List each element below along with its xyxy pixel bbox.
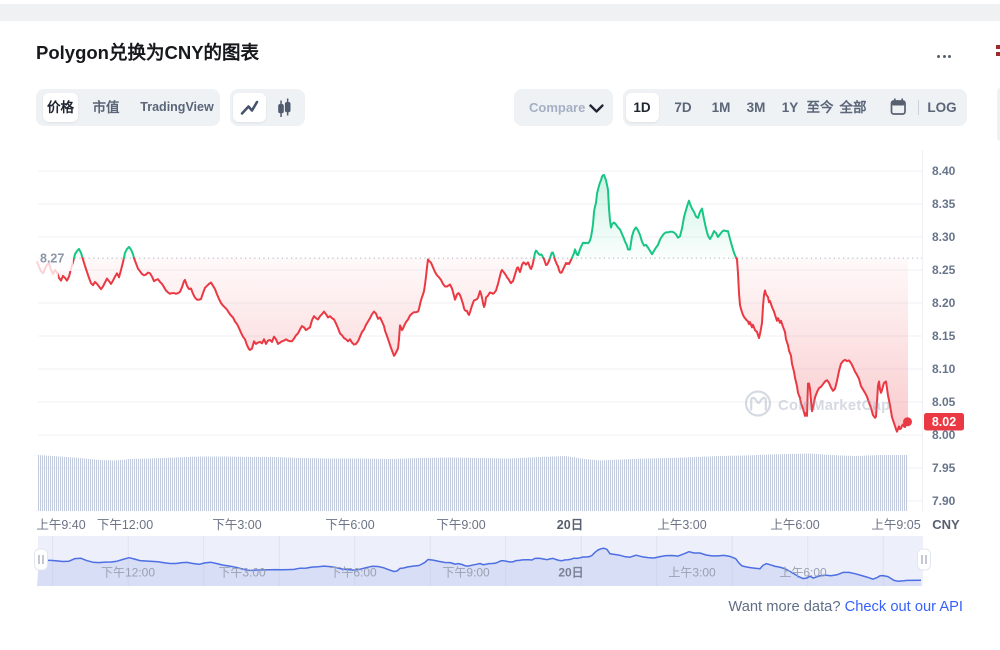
- svg-text:8.00: 8.00: [932, 428, 956, 442]
- svg-text:20日: 20日: [557, 518, 583, 532]
- svg-text:上午3:00: 上午3:00: [668, 566, 716, 580]
- svg-text:上午9:05: 上午9:05: [871, 518, 920, 532]
- svg-text:下午9:00: 下午9:00: [442, 566, 490, 580]
- svg-text:8.25: 8.25: [932, 263, 956, 277]
- svg-text:上午6:00: 上午6:00: [779, 566, 827, 580]
- svg-text:8.15: 8.15: [932, 329, 956, 343]
- svg-text:CNY: CNY: [932, 517, 960, 532]
- svg-text:下午3:00: 下午3:00: [212, 518, 261, 532]
- svg-text:8.05: 8.05: [932, 395, 956, 409]
- svg-text:8.02: 8.02: [932, 415, 956, 429]
- svg-text:上午3:00: 上午3:00: [657, 518, 706, 532]
- svg-text:下午3:00: 下午3:00: [218, 566, 266, 580]
- svg-text:7.95: 7.95: [932, 461, 956, 475]
- svg-text:8.35: 8.35: [932, 197, 956, 211]
- svg-text:20日: 20日: [558, 566, 583, 580]
- svg-text:8.40: 8.40: [932, 164, 956, 178]
- svg-text:下午6:00: 下午6:00: [325, 518, 374, 532]
- svg-text:8.10: 8.10: [932, 362, 956, 376]
- svg-text:下午6:00: 下午6:00: [329, 566, 377, 580]
- svg-text:8.20: 8.20: [932, 296, 956, 310]
- svg-text:上午6:00: 上午6:00: [770, 518, 819, 532]
- svg-text:上午9:40: 上午9:40: [36, 518, 85, 532]
- svg-text:8.30: 8.30: [932, 230, 956, 244]
- svg-text:7.90: 7.90: [932, 494, 956, 508]
- svg-text:下午12:00: 下午12:00: [97, 518, 153, 532]
- svg-text:下午9:00: 下午9:00: [436, 518, 485, 532]
- svg-text:CoinMarketCap: CoinMarketCap: [778, 398, 890, 414]
- svg-text:8.27: 8.27: [40, 252, 64, 266]
- svg-text:下午12:00: 下午12:00: [101, 566, 155, 580]
